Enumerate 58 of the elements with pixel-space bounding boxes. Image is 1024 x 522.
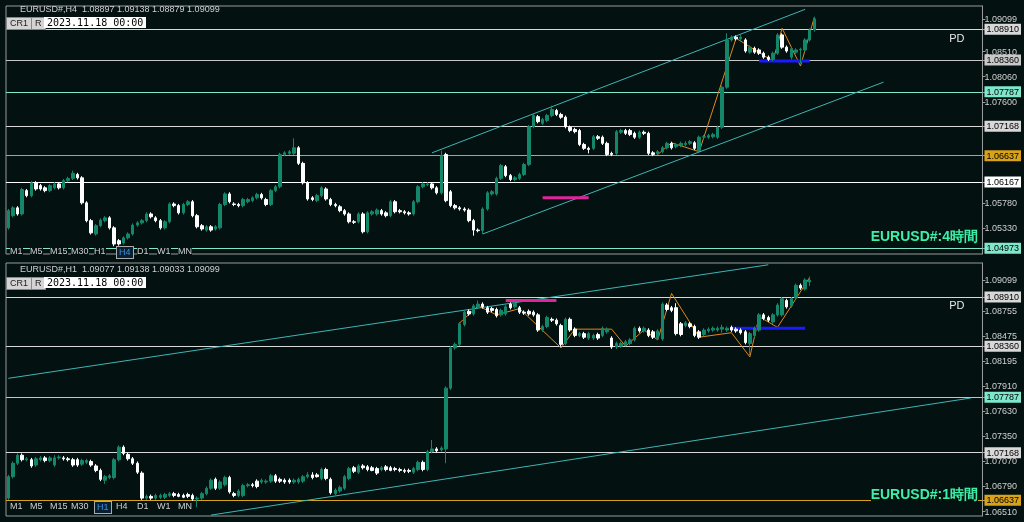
- y-tick-label: 1.06790: [984, 481, 1018, 492]
- annotation: M15: [50, 246, 68, 257]
- y-tick-label: 1.07168: [986, 447, 1020, 458]
- annotation: M30: [71, 246, 89, 257]
- y-tick-label: 1.08475: [984, 330, 1018, 341]
- annotation: M5: [30, 246, 43, 257]
- y-tick-label: 1.08755: [984, 305, 1018, 316]
- annotation: R: [31, 17, 46, 30]
- annotation: W1: [157, 246, 171, 257]
- y-tick-label: 1.06510: [984, 506, 1018, 517]
- ref-line-label: PD: [949, 299, 965, 312]
- annotation: H4: [116, 246, 134, 259]
- annotation: MN: [178, 246, 192, 257]
- chart-title: EURUSD#,H1 1.09077 1.09138 1.09033 1.09099: [20, 263, 220, 274]
- y-tick-label: 1.04973: [986, 243, 1020, 254]
- y-tick-label: 1.07168: [986, 121, 1020, 132]
- ref-line-label: PD: [949, 31, 965, 44]
- annotation: MN: [178, 501, 192, 512]
- y-tick-label: 1.06637: [986, 495, 1020, 506]
- annotation: D1: [137, 501, 149, 512]
- annotation: M1: [10, 501, 23, 512]
- y-tick-label: 1.07787: [986, 392, 1020, 403]
- y-tick-label: 1.06167: [986, 176, 1020, 187]
- y-tick-label: 1.08510: [984, 46, 1018, 57]
- y-tick-label: 1.08910: [986, 24, 1020, 35]
- annotation: 2023.11.18 00:00: [44, 17, 147, 28]
- y-tick-label: 1.07630: [984, 406, 1018, 417]
- annotation: H1: [94, 246, 106, 257]
- y-tick-label: 1.07600: [984, 97, 1018, 108]
- y-tick-label: 1.08195: [984, 355, 1018, 366]
- y-tick-label: 1.09099: [984, 275, 1018, 286]
- annotation: EURUSD#:1時間: [870, 486, 978, 502]
- y-tick-label: 1.08060: [984, 71, 1018, 82]
- annotation: R: [31, 277, 46, 290]
- y-tick-label: 1.07350: [984, 431, 1018, 442]
- y-tick-label: 1.06637: [986, 150, 1020, 161]
- annotation: M15: [50, 501, 68, 512]
- y-tick-label: 1.05780: [984, 198, 1018, 209]
- y-tick-label: 1.07910: [984, 381, 1018, 392]
- y-tick-label: 1.07787: [986, 86, 1020, 97]
- y-tick-label: 1.09099: [984, 13, 1018, 24]
- y-tick-label: 1.07070: [984, 456, 1018, 467]
- chart-title: EURUSD#,H4 1.08897 1.09138 1.08879 1.09099: [20, 3, 220, 14]
- y-tick-label: 1.08910: [986, 291, 1020, 302]
- annotation: D1: [137, 246, 149, 257]
- annotation: H4: [116, 501, 128, 512]
- annotation: H1: [94, 501, 112, 514]
- annotation: M5: [30, 501, 43, 512]
- y-tick-label: 1.08360: [986, 341, 1020, 352]
- annotation: M1: [10, 246, 23, 257]
- annotation: M30: [71, 501, 89, 512]
- annotation: W1: [157, 501, 171, 512]
- annotation: 2023.11.18 00:00: [44, 277, 147, 288]
- annotation: CR1: [6, 17, 33, 30]
- y-tick-label: 1.05330: [984, 223, 1018, 234]
- annotation: EURUSD#:4時間: [870, 228, 978, 244]
- y-tick-label: 1.08360: [986, 54, 1020, 65]
- annotation: CR1: [6, 277, 33, 290]
